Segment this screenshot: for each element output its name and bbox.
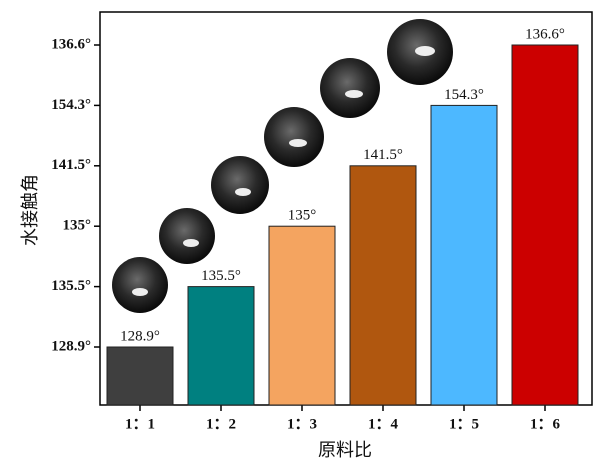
x-tick-label: 1：6 [530,416,561,432]
y-tick-label: 136.6° [51,36,91,52]
x-axis-title: 原料比 [318,440,372,460]
droplets [112,19,453,313]
droplet [320,58,380,118]
droplet [112,257,168,313]
bar [106,346,174,406]
x-tick-label: 1：2 [206,416,236,432]
bar [268,225,336,406]
bar [511,44,579,406]
bar [187,286,255,406]
droplet [387,19,453,85]
value-label: 154.3° [444,87,484,103]
droplet [159,208,215,264]
x-tick-label: 1：5 [449,416,479,432]
y-tick-label: 154.3° [51,97,91,113]
droplet [211,156,269,214]
y-tick-label: 135° [63,218,92,234]
x-tick-label: 1：3 [287,416,317,432]
value-label: 141.5° [363,147,403,163]
x-tick-label: 1：4 [368,416,399,432]
value-label: 135.5° [201,268,241,284]
x-tick-label: 1：1 [125,416,155,432]
y-axis-title: 水接触角 [20,174,40,246]
y-tick-label: 128.9° [51,338,91,354]
y-tick-label: 141.5° [51,157,91,173]
value-label: 128.9° [120,328,160,344]
bar [430,104,498,406]
value-label: 135° [288,208,317,224]
y-tick-label: 135.5° [51,278,91,294]
bar [349,165,417,406]
droplet [264,107,324,167]
plot-frame [99,11,593,406]
value-label: 136.6° [525,26,565,42]
